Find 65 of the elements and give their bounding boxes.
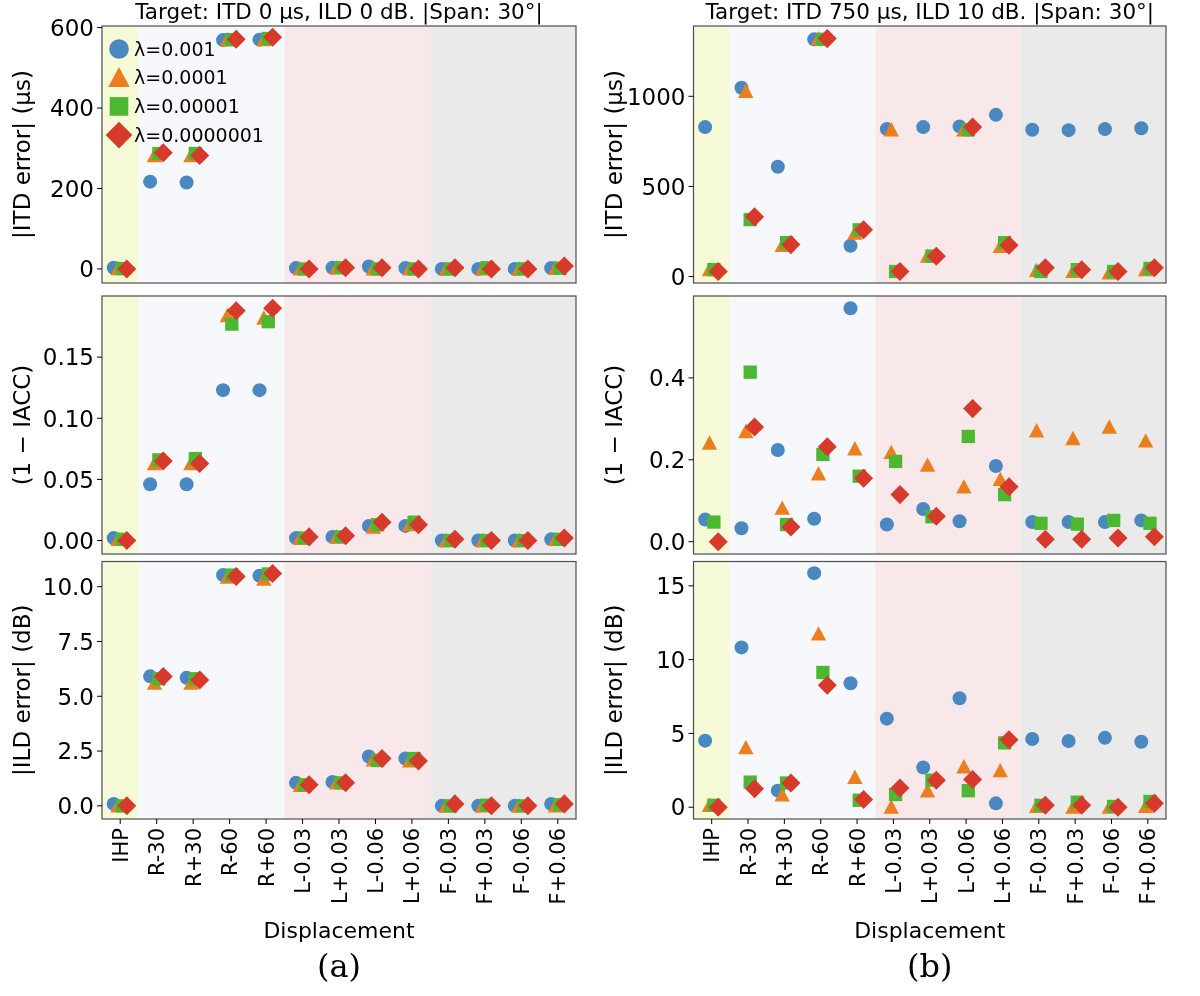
y-tick-label: 5 (670, 720, 686, 747)
y-axis-title: |ILD error| (dB) (9, 604, 36, 776)
chart-title: Target: ITD 0 μs, ILD 0 dB. |Span: 30°| (134, 0, 543, 25)
y-axis-title: (1 − IACC) (600, 364, 627, 486)
x-tick-label: R-60 (809, 828, 834, 877)
x-tick-label: F+0.03 (473, 828, 498, 905)
y-axis-title: (1 − IACC) (9, 364, 36, 486)
y-tick-label: 0.2 (648, 447, 686, 474)
x-tick-label: L+0.03 (918, 828, 943, 905)
y-tick-label: 10.0 (42, 573, 94, 600)
y-tick-label: 0 (79, 256, 94, 283)
x-tick-label: L+0.03 (327, 828, 352, 905)
y-axis-title: |ILD error| (dB) (600, 604, 627, 776)
x-tick-label: R+60 (254, 828, 279, 887)
x-tick-label: R-30 (145, 828, 170, 877)
y-tick-label: 2.5 (57, 738, 94, 765)
x-tick-label: F+0.03 (1063, 828, 1088, 905)
y-tick-label: 1000 (626, 83, 686, 110)
y-tick-label: 0.4 (648, 365, 686, 392)
legend-label: λ=0.00001 (134, 95, 240, 118)
y-tick-label: 10 (656, 646, 686, 673)
y-tick-label: 15 (656, 573, 686, 600)
y-tick-label: 0.10 (42, 405, 94, 432)
y-tick-label: 0.15 (42, 344, 94, 371)
x-tick-label: R-60 (218, 828, 243, 877)
legend-label: λ=0.0001 (134, 66, 228, 89)
x-tick-label: L-0.03 (291, 828, 316, 894)
x-tick-label: R+30 (181, 828, 206, 887)
x-tick-label: F+0.06 (1136, 828, 1161, 905)
y-axis-title: |ITD error| (μs) (9, 70, 36, 239)
y-tick-label: 7.5 (57, 628, 94, 655)
x-tick-label: F-0.03 (1027, 828, 1052, 895)
legend-label: λ=0.0000001 (134, 123, 264, 146)
x-tick-label: F-0.06 (1100, 828, 1125, 895)
x-tick-label: L+0.06 (991, 828, 1015, 905)
y-tick-label: 600 (50, 14, 94, 41)
x-tick-label: L-0.06 (954, 828, 979, 894)
y-tick-label: 200 (50, 175, 94, 202)
x-tick-label: F+0.06 (546, 828, 571, 905)
x-tick-label: IHP (108, 828, 133, 863)
x-tick-label: L+0.06 (400, 828, 425, 905)
x-tick-label: L-0.03 (881, 828, 906, 894)
y-tick-label: 0.00 (42, 527, 94, 554)
chart-title: Target: ITD 750 μs, ILD 10 dB. |Span: 30°| (704, 0, 1155, 25)
x-tick-label: R-30 (736, 828, 761, 877)
y-tick-label: 500 (641, 173, 686, 200)
x-tick-label: IHP (700, 828, 725, 863)
y-tick-label: 0.0 (648, 528, 686, 555)
y-axis-title: |ITD error| (μs) (600, 70, 627, 239)
x-tick-label: F-0.03 (436, 828, 461, 895)
text: (a) (316, 947, 362, 985)
x-tick-label: R+30 (772, 828, 797, 887)
y-tick-label: 5.0 (57, 683, 94, 710)
y-tick-label: 400 (50, 95, 94, 122)
text: (b) (907, 947, 953, 985)
y-tick-label: 0 (670, 263, 686, 290)
x-tick-label: L-0.06 (364, 828, 389, 894)
x-axis-title: Displacement (263, 918, 415, 943)
x-tick-label: F-0.06 (509, 828, 534, 895)
x-axis-title: Displacement (854, 918, 1006, 943)
y-tick-label: 0.0 (57, 793, 94, 820)
y-tick-label: 0.05 (42, 466, 94, 493)
legend-label: λ=0.001 (134, 37, 216, 60)
y-tick-label: 0 (670, 794, 686, 821)
x-tick-label: R+60 (845, 828, 870, 887)
